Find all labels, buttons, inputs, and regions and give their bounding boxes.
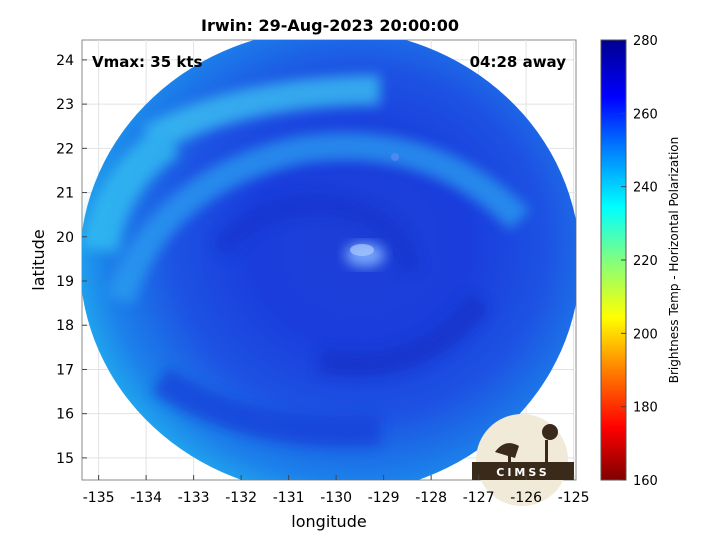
brightness-temperature-swath [82, 40, 576, 480]
cimss-logo-text: CIMSS [496, 466, 549, 479]
colorbar-tick-label: 160 [633, 474, 658, 489]
map-title: Irwin: 29-Aug-2023 20:00:00 [201, 16, 459, 35]
y-axis-label: latitude [29, 229, 48, 290]
vmax-label: Vmax: 35 kts [92, 53, 202, 71]
time-away-label: 04:28 away [470, 53, 567, 71]
y-tick-label: 19 [56, 274, 74, 290]
y-tick-label: 15 [56, 451, 74, 467]
cimss-logo: CIMSS [472, 414, 574, 506]
colorbar-tick-label: 280 [633, 34, 658, 49]
y-tick-label: 18 [56, 318, 74, 334]
colorbar-label: Brightness Temp - Horizontal Polarizatio… [667, 137, 681, 384]
y-tick-label: 17 [56, 362, 74, 378]
colorbar-tick-label: 240 [633, 181, 658, 196]
y-tick-label: 16 [56, 407, 74, 423]
x-axis-ticks: -135 -134 -133 -132 -131 -130 -129 -128 -127 -126… [83, 475, 590, 506]
colorbar-tick-label: 220 [633, 254, 658, 269]
x-axis-label: longitude [291, 512, 366, 531]
colorbar-tick-label: 180 [633, 401, 658, 416]
colorbar-tick-label: 260 [633, 107, 658, 122]
x-tick-label: -127 [463, 490, 495, 506]
colorbar-ticks: 160 180 200 220 240 260 280 [621, 34, 658, 489]
y-tick-label: 21 [56, 186, 74, 202]
x-tick-label: -126 [510, 490, 542, 506]
x-tick-label: -130 [320, 490, 352, 506]
y-tick-label: 20 [56, 230, 74, 246]
y-axis-ticks: 15 16 17 18 19 20 21 22 23 24 [56, 53, 87, 467]
x-tick-label: -128 [415, 490, 447, 506]
x-tick-label: -134 [130, 490, 162, 506]
x-tick-label: -131 [273, 490, 305, 506]
x-tick-label: -132 [225, 490, 257, 506]
y-tick-label: 24 [56, 53, 74, 69]
x-tick-label: -133 [178, 490, 210, 506]
y-tick-label: 23 [56, 97, 74, 113]
x-tick-label: -125 [558, 490, 590, 506]
y-tick-label: 22 [56, 141, 74, 157]
colorbar-tick-label: 200 [633, 327, 658, 342]
x-tick-label: -129 [368, 490, 400, 506]
x-tick-label: -135 [83, 490, 115, 506]
